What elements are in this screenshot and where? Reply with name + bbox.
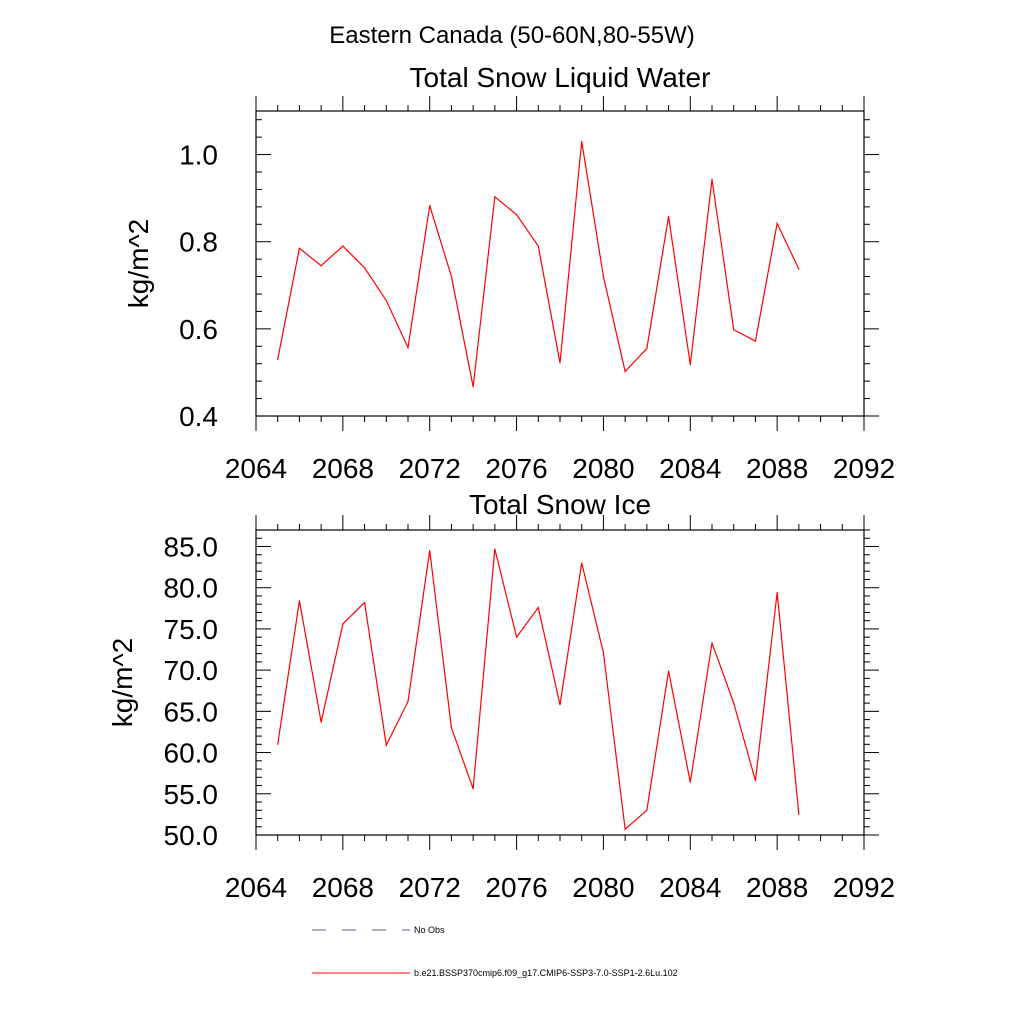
data-point xyxy=(472,788,474,790)
series-line xyxy=(277,548,800,831)
x-tick-label: 2072 xyxy=(399,453,461,484)
x-tick-label: 2072 xyxy=(399,872,461,903)
data-point xyxy=(450,275,453,278)
y-tick-label: 1.0 xyxy=(179,140,218,171)
y-tick-label: 55.0 xyxy=(164,779,219,810)
data-point xyxy=(559,704,561,706)
data-point xyxy=(515,214,518,216)
data-point xyxy=(798,813,800,815)
data-point xyxy=(689,363,691,366)
data-point xyxy=(342,245,344,247)
data-point xyxy=(407,700,409,703)
data-point xyxy=(646,809,648,811)
data-point xyxy=(689,781,691,783)
data-point xyxy=(711,642,713,644)
data-point xyxy=(298,247,301,249)
x-tick-label: 2064 xyxy=(225,453,287,484)
data-point xyxy=(581,140,583,143)
data-point xyxy=(754,340,757,342)
x-tick-label: 2088 xyxy=(746,872,808,903)
data-point xyxy=(559,362,561,364)
data-point xyxy=(624,828,626,830)
data-point xyxy=(429,550,431,552)
data-point xyxy=(667,215,670,218)
figure-title: Eastern Canada (50-60N,80-55W) xyxy=(329,22,695,49)
data-point xyxy=(363,267,366,269)
legend: No Obs b.e21.BSSP370cmip6.f09_g17.CMIP6-… xyxy=(312,925,678,978)
x-tick-label: 2068 xyxy=(312,453,374,484)
legend-label-model-run: b.e21.BSSP370cmip6.f09_g17.CMIP6-SSP3-7.… xyxy=(414,968,678,978)
y-axis-label: kg/m^2 xyxy=(107,638,138,727)
data-point xyxy=(798,268,800,270)
data-point xyxy=(277,743,279,745)
panel-snow-liquid-water: Total Snow Liquid Water kg/m^2 2064 2068 207… xyxy=(123,62,895,484)
data-point xyxy=(342,623,344,625)
series-line xyxy=(277,141,800,387)
data-point xyxy=(776,222,778,225)
y-tick-label: 0.6 xyxy=(179,314,218,345)
data-point xyxy=(602,652,605,654)
x-tick-label: 2068 xyxy=(312,872,374,903)
data-point xyxy=(624,370,626,373)
y-tick-label: 75.0 xyxy=(164,614,219,645)
y-tick-label: 85.0 xyxy=(164,531,219,562)
data-point xyxy=(537,245,539,247)
y-tick-label: 60.0 xyxy=(164,738,219,769)
panel-title: Total Snow Ice xyxy=(469,489,651,520)
data-point xyxy=(385,744,387,746)
data-point xyxy=(733,329,735,331)
data-point xyxy=(320,721,322,723)
data-point xyxy=(494,548,496,550)
panel-title: Total Snow Liquid Water xyxy=(410,62,711,93)
plot-frame xyxy=(255,529,865,836)
data-point xyxy=(277,358,279,360)
panel-snow-ice: Total Snow Ice kg/m^2 2064 2068 2072 2076 2080… xyxy=(107,489,895,903)
data-point xyxy=(450,727,453,729)
data-point xyxy=(385,299,387,302)
data-point xyxy=(407,346,409,349)
data-point xyxy=(581,562,583,564)
data-point xyxy=(515,636,518,638)
y-tick-label: 80.0 xyxy=(164,573,219,604)
legend-label-no-obs: No Obs xyxy=(414,925,445,935)
x-tick-label: 2084 xyxy=(659,453,721,484)
data-point xyxy=(537,606,539,609)
x-tick-label: 2092 xyxy=(833,453,895,484)
x-tick-label: 2076 xyxy=(485,453,547,484)
x-tick-label: 2080 xyxy=(572,453,634,484)
data-point xyxy=(429,204,431,207)
data-point xyxy=(602,275,605,278)
y-axis-label: kg/m^2 xyxy=(123,219,154,308)
data-point xyxy=(472,386,474,388)
data-point xyxy=(754,779,757,782)
data-point xyxy=(733,702,735,704)
y-tick-label: 65.0 xyxy=(164,696,219,727)
data-point xyxy=(711,178,713,181)
x-tick-label: 2064 xyxy=(225,872,287,903)
y-tick-label: 50.0 xyxy=(164,820,219,851)
plot-frame xyxy=(255,110,865,417)
x-tick-label: 2076 xyxy=(485,872,547,903)
y-tick-label: 0.4 xyxy=(179,401,218,432)
data-point xyxy=(298,600,301,602)
x-tick-label: 2084 xyxy=(659,872,721,903)
data-point xyxy=(646,347,648,350)
y-tick-label: 0.8 xyxy=(179,227,218,258)
data-point xyxy=(776,592,778,594)
y-tick-label: 70.0 xyxy=(164,655,219,686)
x-tick-label: 2080 xyxy=(572,872,634,903)
data-point xyxy=(494,196,496,198)
x-tick-label: 2088 xyxy=(746,453,808,484)
data-point xyxy=(667,670,670,672)
data-point xyxy=(363,601,366,604)
data-point xyxy=(320,265,322,267)
x-tick-label: 2092 xyxy=(833,872,895,903)
